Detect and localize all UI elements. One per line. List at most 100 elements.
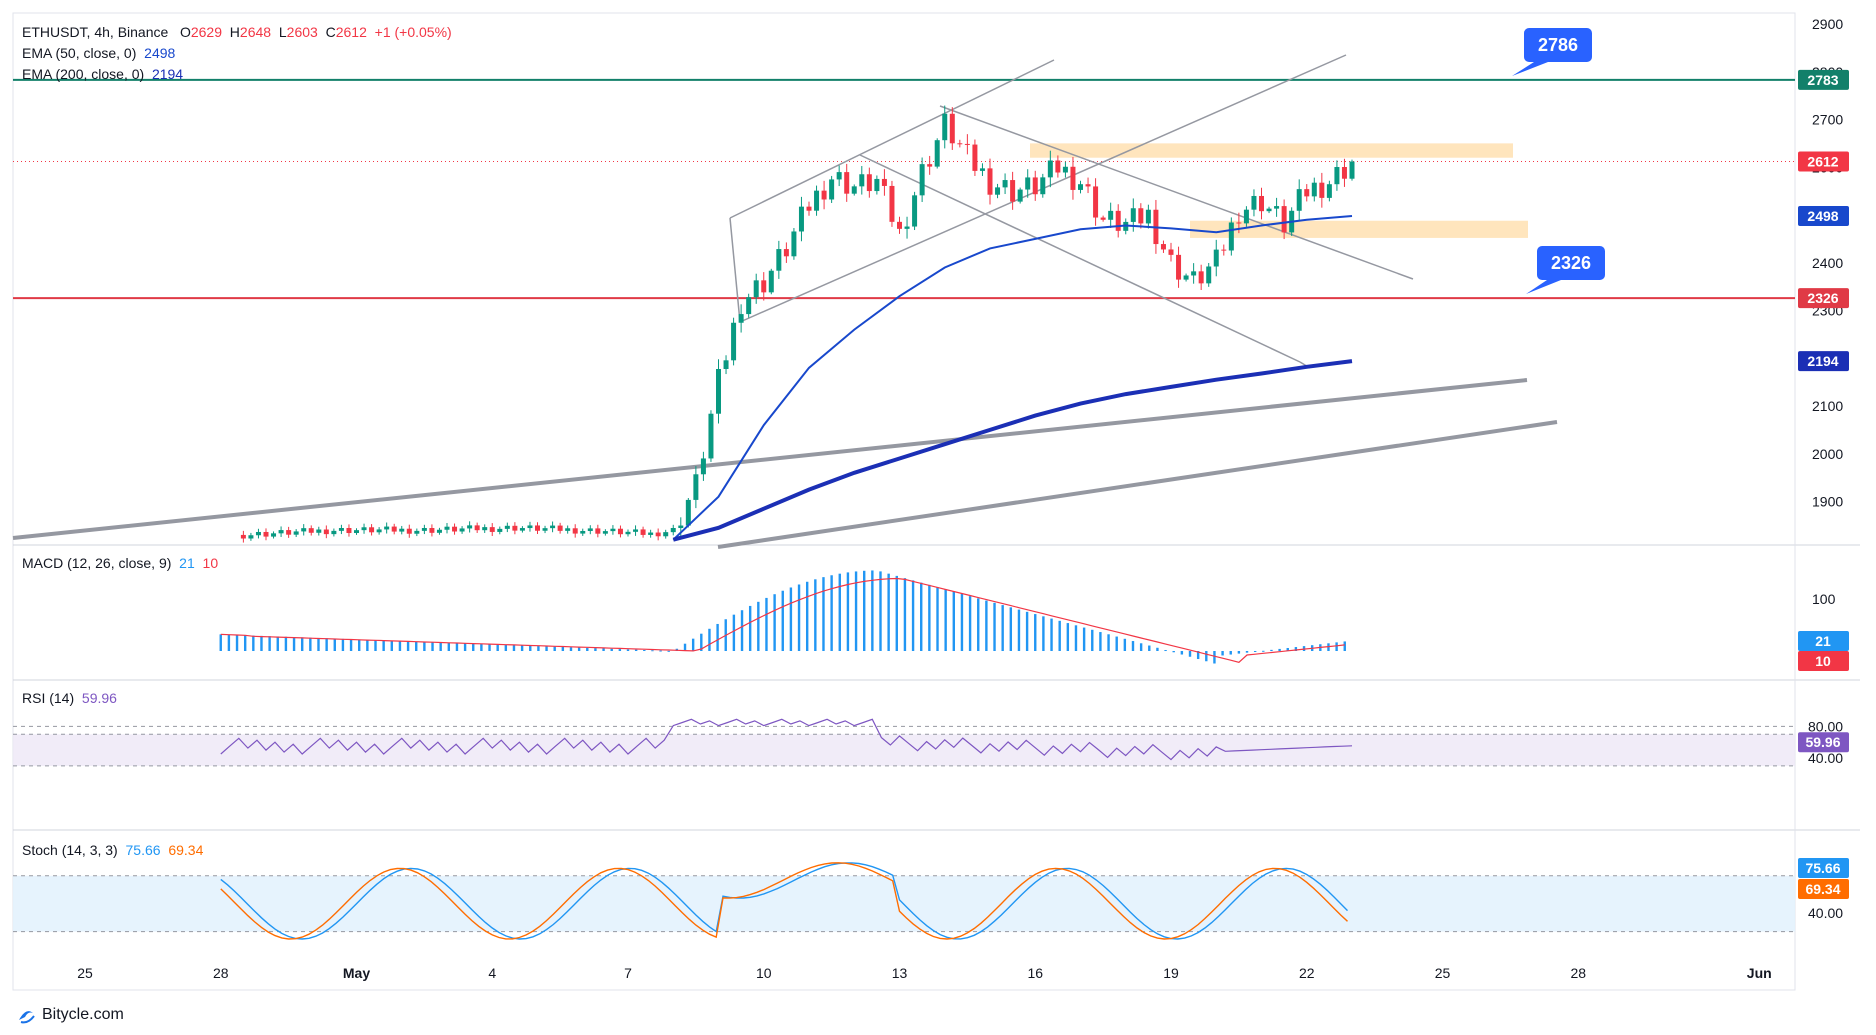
macd-bar: [1148, 645, 1151, 651]
candle-body: [1304, 189, 1310, 197]
macd-bar: [366, 639, 369, 651]
macd-bar: [765, 597, 768, 651]
macd-bar: [561, 646, 565, 651]
callout-lower-pointer: [1526, 280, 1561, 294]
level-lower-badge-bg: [1798, 288, 1849, 309]
candle-body: [655, 532, 661, 537]
candle-body: [391, 526, 397, 532]
macd-bar: [1205, 651, 1208, 662]
candle-body: [723, 360, 729, 369]
candle-body: [806, 206, 812, 211]
macd-bar: [423, 641, 426, 651]
macd-bar: [903, 578, 907, 651]
candle-body: [1326, 184, 1332, 198]
macd-bar: [643, 649, 646, 651]
symbol-legend: ETHUSDT, 4h, Binance O2629 H2648 L2603 C…: [22, 24, 452, 40]
macd-bar: [406, 641, 410, 651]
stoch-k-line: [220, 862, 1348, 940]
time-axis-tick: Jun: [1747, 965, 1772, 981]
macd-bar: [1262, 650, 1265, 652]
price-axis-tick: 2900: [1812, 16, 1843, 32]
candle-body: [519, 528, 525, 531]
macd-bar: [626, 649, 630, 651]
rsi-axis-tick: 40.00: [1808, 750, 1843, 766]
candle-body: [278, 530, 284, 534]
current-price-badge: 2612: [1807, 154, 1838, 170]
symbol-title: ETHUSDT, 4h, Binance: [22, 24, 169, 40]
macd-bar: [602, 648, 605, 651]
macd-bar: [1253, 651, 1257, 652]
macd-bar: [1066, 623, 1070, 651]
candle-body: [436, 529, 442, 533]
candle-body: [1010, 180, 1016, 202]
macd-bar: [1025, 611, 1029, 651]
macd-bar: [268, 636, 271, 651]
macd-bar: [382, 640, 385, 651]
candle-body: [1138, 208, 1144, 224]
close-value: 2612: [335, 24, 367, 40]
candle-body: [1251, 195, 1257, 210]
price-axis-tick: 2400: [1812, 255, 1843, 271]
candle-body: [934, 140, 940, 167]
candle-body: [1266, 208, 1272, 212]
macd-bar: [1001, 605, 1004, 651]
macd-bar: [455, 643, 459, 651]
macd-bar: [594, 648, 597, 651]
current-price-badge-bg: [1798, 151, 1849, 172]
macd-bar: [358, 639, 361, 651]
candle-body: [557, 525, 563, 531]
macd-bar: [716, 623, 719, 651]
macd-bar: [586, 647, 589, 651]
candle-body: [1281, 206, 1287, 233]
candle-body: [1062, 166, 1068, 173]
ema50-value: 2498: [144, 45, 176, 61]
candle-body: [248, 535, 254, 539]
candle-body: [240, 534, 246, 539]
candle-body: [685, 499, 691, 526]
candle-body: [738, 314, 744, 323]
candle-body: [361, 527, 367, 531]
macd-bar: [243, 635, 247, 651]
candle-body: [308, 528, 314, 533]
macd-bar: [732, 614, 736, 651]
macd-bar: [325, 638, 328, 651]
price-axis-tick: 2000: [1812, 446, 1843, 462]
time-axis-tick: 28: [213, 965, 229, 981]
ema50-badge-bg: [1798, 205, 1849, 226]
level-upper-badge: 2783: [1807, 72, 1838, 88]
candle-body: [1032, 177, 1038, 195]
low-value: 2603: [286, 24, 318, 40]
rsi-legend: RSI (14) 59.96: [22, 690, 117, 706]
candle-body: [1002, 180, 1008, 188]
macd-bar: [1058, 620, 1061, 651]
candle-body: [972, 144, 978, 171]
brand-footer[interactable]: Bitycle.com: [16, 1005, 124, 1025]
macd-bar: [1229, 651, 1232, 655]
candle-body: [927, 164, 933, 167]
candle-body: [595, 528, 601, 534]
candle-body: [904, 226, 910, 229]
macd-value: 21: [179, 555, 195, 571]
candle-body: [255, 531, 261, 536]
candle-body: [663, 532, 669, 537]
macd-bar: [683, 643, 687, 651]
time-axis-tick: 16: [1027, 965, 1043, 981]
macd-bar: [936, 587, 939, 651]
candle-body: [889, 185, 895, 222]
macd-bar: [235, 634, 239, 651]
macd-bar: [1213, 651, 1216, 664]
macd-bar: [1156, 647, 1159, 651]
macd-signal-value: 10: [202, 555, 219, 571]
candle-body: [421, 528, 427, 531]
macd-bar: [227, 634, 231, 651]
macd-bar: [838, 573, 841, 651]
macd-bar: [805, 581, 809, 651]
candle-body: [829, 179, 835, 200]
macd-bar: [830, 575, 833, 651]
candle-body: [746, 297, 752, 315]
macd-bar: [1221, 651, 1224, 656]
candle-body: [504, 525, 510, 529]
candle-body: [301, 528, 307, 532]
macd-bar: [920, 582, 923, 651]
